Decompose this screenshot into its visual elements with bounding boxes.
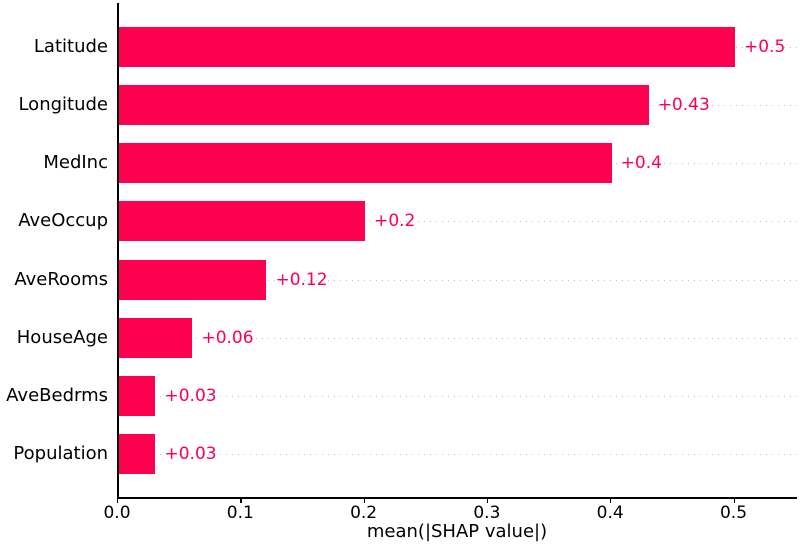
bar-population (118, 433, 156, 474)
row-gridline (118, 396, 797, 397)
feature-label: MedInc (43, 152, 108, 174)
feature-label: Longitude (18, 94, 108, 116)
x-tick-label: 0.5 (719, 503, 748, 523)
feature-label: HouseAge (16, 326, 108, 348)
value-label: +0.03 (164, 443, 217, 464)
bar-aveoccup (118, 201, 366, 242)
feature-label: Population (13, 442, 108, 464)
value-label: +0.4 (620, 153, 662, 174)
value-label: +0.06 (201, 327, 254, 348)
bar-houseage (118, 317, 193, 358)
x-tick-label: 0.3 (473, 503, 501, 523)
y-axis-line (117, 3, 119, 498)
bar-medinc (118, 143, 612, 184)
x-tick-label: 0.2 (350, 503, 378, 523)
bar-latitude (118, 27, 735, 67)
value-label: +0.43 (657, 95, 710, 116)
feature-label: AveOccup (18, 210, 108, 232)
feature-label: AveBedrms (6, 384, 108, 406)
x-tick-mark (486, 498, 489, 503)
bar-avebedrms (118, 375, 156, 416)
value-label: +0.03 (164, 385, 217, 406)
x-tick-mark (733, 498, 735, 503)
feature-label: AveRooms (14, 268, 108, 290)
x-tick-mark (363, 498, 365, 503)
row-gridline (118, 280, 797, 281)
value-label: +0.2 (374, 211, 416, 232)
x-tick-mark (117, 498, 119, 503)
row-gridline (118, 221, 797, 222)
row-gridline (118, 338, 797, 339)
x-axis-label: mean(|SHAP value|) (366, 521, 548, 542)
bar-longitude (118, 85, 649, 126)
row-gridline (118, 454, 797, 455)
x-tick-label: 0.0 (103, 503, 131, 523)
x-tick-mark (610, 498, 612, 503)
feature-label: Latitude (33, 36, 108, 57)
x-tick-label: 0.4 (596, 503, 624, 523)
x-tick-label: 0.1 (226, 503, 254, 523)
value-label: +0.12 (275, 269, 328, 290)
x-tick-mark (240, 498, 242, 503)
bar-averooms (118, 259, 267, 300)
x-axis-line (117, 497, 797, 499)
value-label: +0.5 (744, 37, 786, 57)
